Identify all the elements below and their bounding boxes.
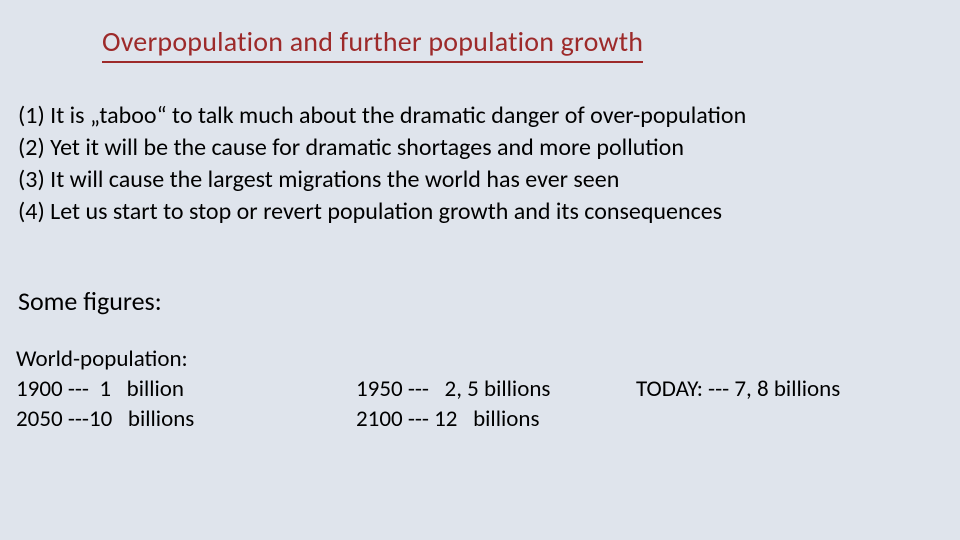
col1-line2: 2050 ---10 billions	[16, 405, 194, 433]
col1-label: World-population:	[16, 345, 188, 373]
col2-line2: 2100 --- 12 billions	[356, 405, 539, 433]
col3-line1: TODAY: --- 7, 8 billions	[636, 375, 840, 403]
figures-col-3: TODAY: --- 7, 8 billions	[636, 345, 840, 405]
col2-line1: 1950 --- 2, 5 billions	[356, 375, 550, 403]
figures-block: World-population: 1900 --- 1 billion 205…	[20, 345, 940, 435]
bullet-points: (1) It is „taboo“ to talk much about the…	[18, 101, 940, 227]
slide: Overpopulation and further population gr…	[0, 0, 960, 540]
point-1: (1) It is „taboo“ to talk much about the…	[18, 101, 940, 131]
point-3: (3) It will cause the largest migrations…	[18, 165, 940, 195]
point-4: (4) Let us start to stop or revert popul…	[18, 197, 940, 227]
figures-col-2: 1950 --- 2, 5 billions 2100 --- 12 billi…	[356, 345, 636, 435]
slide-title: Overpopulation and further population gr…	[102, 24, 643, 63]
subheading: Some figures:	[18, 285, 940, 317]
col1-line1: 1900 --- 1 billion	[16, 375, 184, 403]
figures-col-1: World-population: 1900 --- 1 billion 205…	[16, 345, 356, 435]
point-2: (2) Yet it will be the cause for dramati…	[18, 133, 940, 163]
